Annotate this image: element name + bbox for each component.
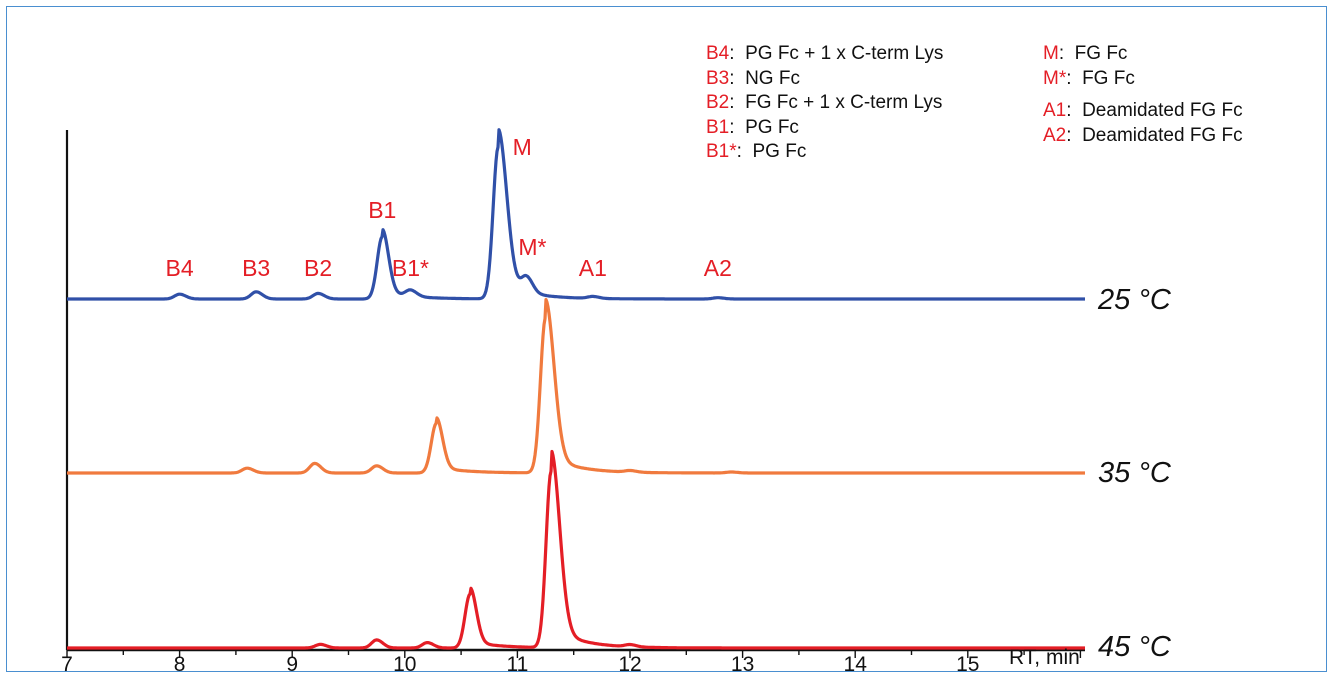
legend-entry: M: FG Fc	[1043, 42, 1243, 67]
traces	[66, 128, 1086, 650]
legend-separator: :	[736, 141, 742, 162]
legend-description: FG Fc	[1071, 67, 1135, 89]
peak-label: B1*	[392, 255, 429, 281]
x-tick-label: 10	[393, 653, 416, 676]
legend-entry: B1*: PG Fc	[706, 140, 943, 165]
legend-code: M	[1043, 43, 1059, 64]
peak-label: B2	[304, 255, 332, 281]
peak-label: A2	[704, 255, 732, 281]
temperature-label: 25 °C	[1097, 284, 1172, 316]
legend-code: B4	[706, 43, 730, 64]
legend-code: B2	[706, 92, 730, 113]
temperature-label: 45 °C	[1098, 631, 1172, 663]
peak-label: B3	[242, 255, 270, 281]
x-tick-label: 14	[844, 653, 868, 676]
legend-separator: :	[729, 67, 735, 89]
x-tick-label: 11	[506, 653, 528, 676]
legend-description: PG Fc	[741, 141, 807, 162]
x-ticks: 7 8 9 10 11 12 13 14 15	[61, 650, 1082, 676]
legend-entry: B1: PG Fc	[706, 116, 943, 141]
legend-entry: B2: FG Fc + 1 x C-term Lys	[706, 91, 943, 116]
legend-entry: B4: PG Fc + 1 x C-term Lys	[706, 42, 943, 67]
legend-description: PG Fc	[734, 116, 799, 138]
legend-description: FG Fc	[1064, 43, 1128, 64]
legend-description: NG Fc	[734, 67, 800, 89]
legend-code: B3	[706, 67, 730, 89]
legend-separator: :	[1058, 43, 1065, 64]
legend-code: M*	[1043, 67, 1067, 89]
peak-labels: B4 B3 B2 B1 B1* M M* A1 A2	[166, 134, 732, 281]
legend-description: Deamidated FG Fc	[1071, 100, 1243, 121]
legend-entry: B3: NG Fc	[706, 67, 943, 92]
legend-code: B1	[706, 116, 730, 138]
legend-left-column: B4: PG Fc + 1 x C-term Lys B3: NG Fc B2: F…	[706, 42, 943, 165]
x-tick-label: 15	[956, 653, 979, 676]
peak-label: A1	[579, 255, 607, 281]
legend-description: Deamidated FG Fc	[1071, 124, 1243, 146]
x-tick-label: 8	[174, 653, 186, 676]
x-tick-label: 9	[286, 653, 298, 676]
legend-right-column: M: FG Fc M*: FG Fc A1: Deamidated FG Fc A2:…	[1043, 42, 1243, 148]
legend-separator: :	[1066, 67, 1072, 89]
legend-code: B1*	[706, 141, 737, 162]
temperature-labels: 25 °C 35 °C 45 °C	[1097, 284, 1172, 663]
x-axis-label: RT, min	[1009, 646, 1080, 669]
legend-code: A2	[1043, 124, 1067, 146]
peak-label: M	[513, 134, 532, 160]
legend-entry: A2: Deamidated FG Fc	[1043, 124, 1243, 149]
x-tick-label: 12	[618, 653, 641, 676]
x-tick-label: 13	[731, 653, 754, 676]
trace-line	[66, 449, 1086, 650]
legend-separator: :	[1066, 124, 1072, 146]
temperature-label: 35 °C	[1098, 457, 1172, 489]
legend-description: PG Fc + 1 x C-term Lys	[734, 43, 944, 64]
axes	[65, 130, 1085, 652]
x-tick-label: 7	[61, 653, 73, 676]
chart-frame	[6, 6, 1327, 672]
peak-label: B1	[368, 197, 396, 223]
legend-entry: M*: FG Fc	[1043, 67, 1243, 92]
legend-separator: :	[729, 116, 735, 138]
trace-line	[66, 298, 1086, 475]
legend-code: A1	[1043, 100, 1067, 121]
peak-label: M*	[518, 234, 546, 260]
legend-separator: :	[729, 92, 735, 113]
trace-line	[66, 128, 1086, 301]
legend-description: FG Fc + 1 x C-term Lys	[734, 92, 943, 113]
peak-label: B4	[166, 255, 194, 281]
legend-separator: :	[1066, 100, 1072, 121]
legend-entry: A1: Deamidated FG Fc	[1043, 99, 1243, 124]
legend-separator: :	[729, 43, 735, 64]
